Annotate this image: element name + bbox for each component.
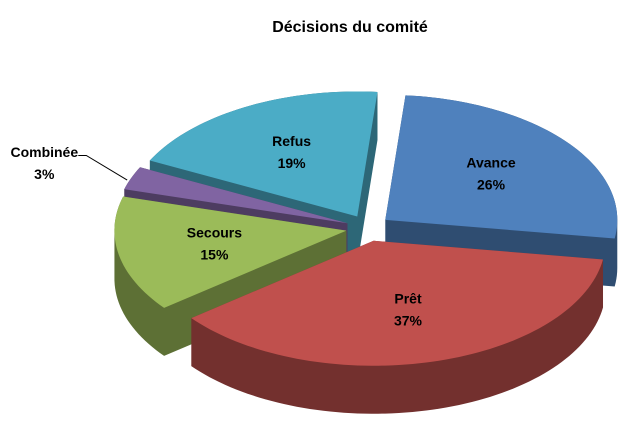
slice (124, 167, 348, 224)
slice (149, 91, 378, 217)
slice (385, 95, 618, 239)
slice (191, 240, 604, 366)
slice-value-label: 15% (200, 246, 229, 262)
slice-label: Prêt (394, 291, 422, 307)
slice-value-label: 3% (34, 166, 55, 182)
slice-value-label: 26% (477, 177, 506, 193)
slice-value-label: 37% (394, 313, 423, 329)
slice-label: Avance (466, 155, 516, 171)
slice-value-label: 19% (278, 155, 307, 171)
slice-label: Combinée (10, 144, 78, 160)
leader-line (78, 154, 128, 181)
chart-title: Décisions du comité (272, 19, 428, 36)
slice-label: Secours (187, 224, 242, 240)
slice-label: Refus (272, 133, 311, 149)
slice (114, 196, 347, 308)
